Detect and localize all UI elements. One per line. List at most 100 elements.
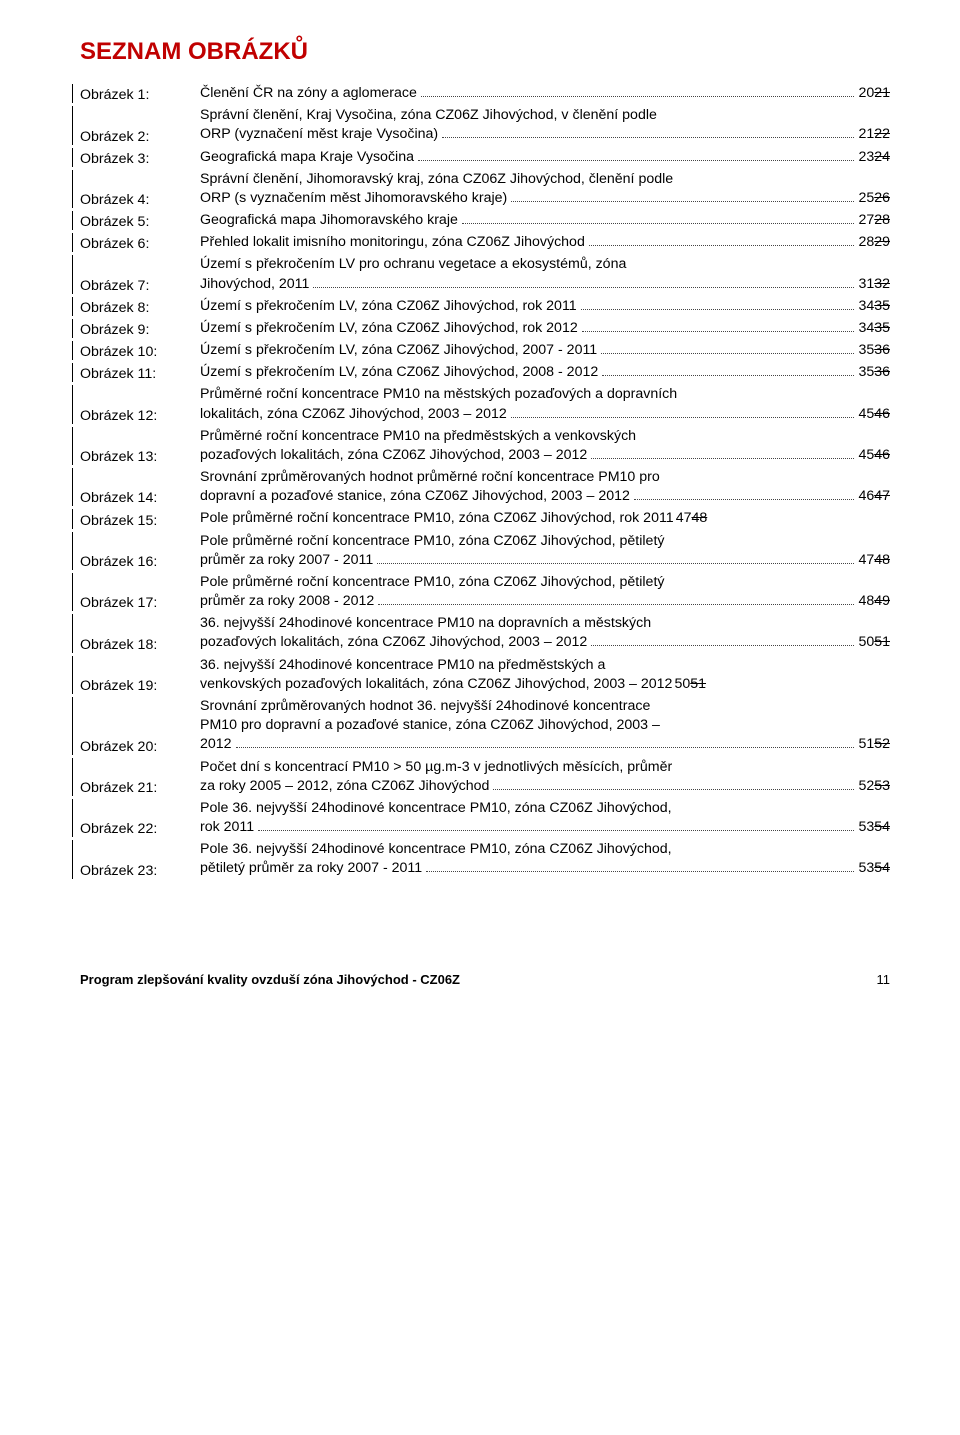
entry-label: Obrázek 13: — [80, 449, 200, 465]
leader-dots — [258, 830, 854, 831]
entry-text: Průměrné roční koncentrace PM10 na předm… — [200, 427, 890, 465]
entry-label: Obrázek 15: — [80, 513, 200, 529]
page-title: SEZNAM OBRÁZKŮ — [80, 38, 890, 66]
figure-entry: Obrázek 1:Členění ČR na zóny a aglomerac… — [72, 84, 890, 103]
leader-dots — [511, 417, 855, 418]
entry-text: Pole průměrné roční koncentrace PM10, zó… — [200, 532, 890, 570]
leader-dots — [378, 604, 854, 605]
entry-page-number: 5354 — [858, 818, 890, 837]
leader-dots — [377, 563, 854, 564]
leader-dots — [582, 331, 855, 332]
entry-label: Obrázek 1: — [80, 87, 200, 103]
leader-dots — [511, 201, 854, 202]
entry-page-number: 2829 — [858, 233, 890, 252]
leader-dots — [591, 645, 854, 646]
entry-label: Obrázek 18: — [80, 637, 200, 653]
figure-entry: Obrázek 16:Pole průměrné roční koncentra… — [72, 532, 890, 570]
leader-dots — [581, 309, 855, 310]
entry-page-number: 5051 — [674, 675, 706, 694]
leader-dots — [462, 223, 855, 224]
entry-text: Srovnání zprůměrovaných hodnot 36. nejvy… — [200, 697, 890, 755]
entry-label: Obrázek 22: — [80, 821, 200, 837]
entry-text: Geografická mapa Jihomoravského kraje 27… — [200, 211, 890, 230]
figure-entry: Obrázek 21:Počet dní s koncentrací PM10 … — [72, 758, 890, 796]
entry-page-number: 4849 — [858, 592, 890, 611]
figure-entry: Obrázek 19:36. nejvyšší 24hodinové konce… — [72, 656, 890, 694]
entry-label: Obrázek 14: — [80, 490, 200, 506]
entry-page-number: 3536 — [858, 363, 890, 382]
entry-label: Obrázek 5: — [80, 214, 200, 230]
entry-page-number: 2122 — [858, 125, 890, 144]
figure-entry: Obrázek 17:Pole průměrné roční koncentra… — [72, 573, 890, 611]
entry-label: Obrázek 23: — [80, 863, 200, 879]
footer-title: Program zlepšování kvality ovzduší zóna … — [80, 972, 460, 987]
leader-dots — [418, 160, 854, 161]
figure-entry: Obrázek 18:36. nejvyšší 24hodinové konce… — [72, 614, 890, 652]
footer-page-number: 11 — [877, 972, 891, 987]
entry-label: Obrázek 16: — [80, 554, 200, 570]
entry-text: Pole průměrné roční koncentrace PM10, zó… — [200, 509, 890, 528]
figure-list: Obrázek 1:Členění ČR na zóny a aglomerac… — [80, 84, 890, 879]
entry-label: Obrázek 4: — [80, 192, 200, 208]
entry-label: Obrázek 11: — [80, 366, 200, 382]
entry-text: Území s překročením LV, zóna CZ06Z Jihov… — [200, 297, 890, 316]
leader-dots — [602, 375, 854, 376]
entry-text: Pole 36. nejvyšší 24hodinové koncentrace… — [200, 799, 890, 837]
entry-page-number: 5051 — [858, 633, 890, 652]
leader-dots — [634, 499, 855, 500]
leader-dots — [493, 789, 854, 790]
figure-entry: Obrázek 4:Správní členění, Jihomoravský … — [72, 170, 890, 208]
leader-dots — [426, 871, 854, 872]
entry-page-number: 4647 — [858, 487, 890, 506]
figure-entry: Obrázek 14:Srovnání zprůměrovaných hodno… — [72, 468, 890, 506]
leader-dots — [313, 287, 854, 288]
entry-page-number: 4748 — [858, 551, 890, 570]
figure-entry: Obrázek 3:Geografická mapa Kraje Vysočin… — [72, 148, 890, 167]
entry-label: Obrázek 3: — [80, 151, 200, 167]
leader-dots — [442, 137, 854, 138]
entry-text: Pole 36. nejvyšší 24hodinové koncentrace… — [200, 840, 890, 878]
leader-dots — [601, 353, 854, 354]
entry-page-number: 3536 — [858, 341, 890, 360]
leader-dots — [421, 96, 855, 97]
entry-page-number: 2324 — [858, 148, 890, 167]
figure-entry: Obrázek 11:Území s překročením LV, zóna … — [72, 363, 890, 382]
entry-page-number: 5253 — [858, 777, 890, 796]
figure-entry: Obrázek 2:Správní členění, Kraj Vysočina… — [72, 106, 890, 144]
entry-page-number: 4546 — [858, 405, 890, 424]
figure-entry: Obrázek 8:Území s překročením LV, zóna C… — [72, 297, 890, 316]
entry-text: 36. nejvyšší 24hodinové koncentrace PM10… — [200, 614, 890, 652]
figure-entry: Obrázek 20:Srovnání zprůměrovaných hodno… — [72, 697, 890, 755]
entry-label: Obrázek 19: — [80, 678, 200, 694]
figure-entry: Obrázek 7:Území s překročením LV pro och… — [72, 255, 890, 293]
leader-dots — [591, 458, 854, 459]
entry-page-number: 3435 — [858, 319, 890, 338]
entry-text: Srovnání zprůměrovaných hodnot průměrné … — [200, 468, 890, 506]
entry-text: Přehled lokalit imisního monitoringu, zó… — [200, 233, 890, 252]
figure-entry: Obrázek 15:Pole průměrné roční koncentra… — [72, 509, 890, 528]
figure-entry: Obrázek 22:Pole 36. nejvyšší 24hodinové … — [72, 799, 890, 837]
entry-text: Správní členění, Jihomoravský kraj, zóna… — [200, 170, 890, 208]
figure-entry: Obrázek 9:Území s překročením LV, zóna C… — [72, 319, 890, 338]
figure-entry: Obrázek 23:Pole 36. nejvyšší 24hodinové … — [72, 840, 890, 878]
entry-text: Území s překročením LV, zóna CZ06Z Jihov… — [200, 363, 890, 382]
entry-page-number: 2728 — [858, 211, 890, 230]
entry-label: Obrázek 6: — [80, 236, 200, 252]
entry-page-number: 3132 — [858, 275, 890, 294]
entry-page-number: 2021 — [858, 84, 890, 103]
entry-text: Území s překročením LV, zóna CZ06Z Jihov… — [200, 341, 890, 360]
entry-page-number: 4546 — [858, 446, 890, 465]
entry-text: Území s překročením LV, zóna CZ06Z Jihov… — [200, 319, 890, 338]
page-footer: Program zlepšování kvality ovzduší zóna … — [0, 912, 960, 1007]
entry-text: Počet dní s koncentrací PM10 > 50 µg.m-3… — [200, 758, 890, 796]
figure-entry: Obrázek 6:Přehled lokalit imisního monit… — [72, 233, 890, 252]
entry-text: Geografická mapa Kraje Vysočina 2324 — [200, 148, 890, 167]
entry-text: Průměrné roční koncentrace PM10 na městs… — [200, 385, 890, 423]
entry-page-number: 5152 — [858, 735, 890, 754]
entry-label: Obrázek 8: — [80, 300, 200, 316]
entry-label: Obrázek 7: — [80, 278, 200, 294]
entry-label: Obrázek 12: — [80, 408, 200, 424]
leader-dots — [589, 245, 855, 246]
entry-page-number: 2526 — [858, 189, 890, 208]
entry-label: Obrázek 2: — [80, 129, 200, 145]
